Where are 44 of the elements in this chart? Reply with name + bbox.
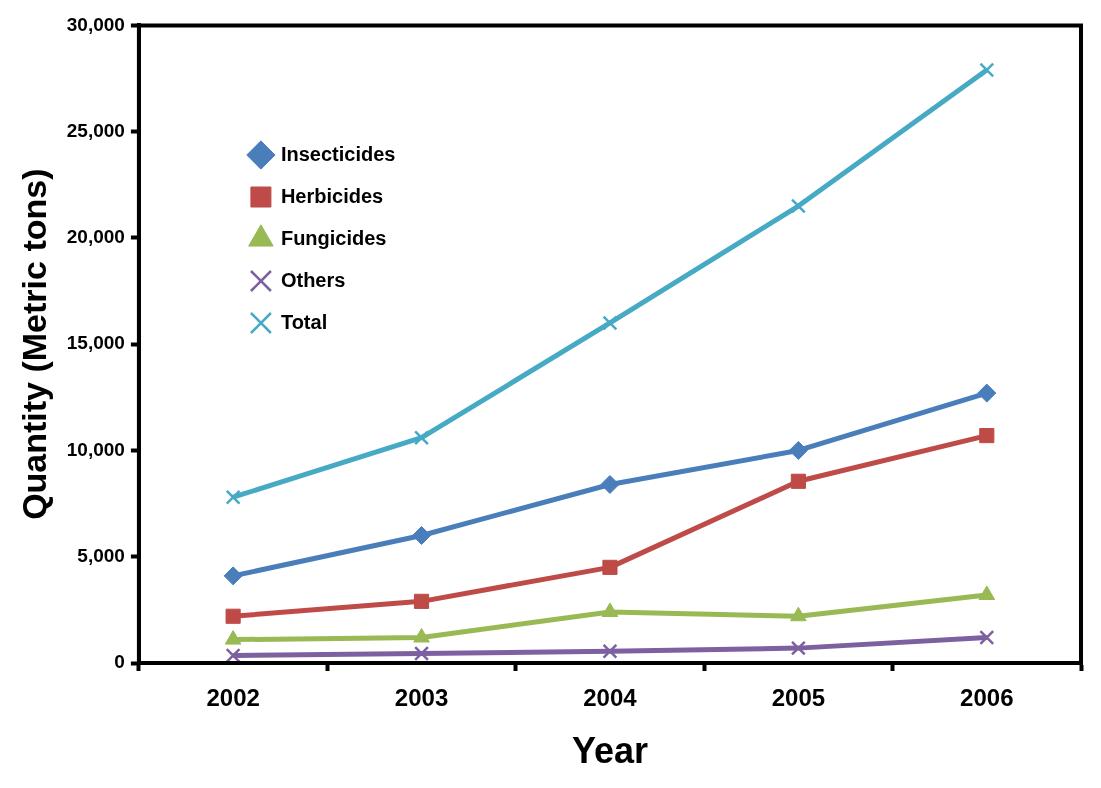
- point: [600, 474, 620, 494]
- y-tick-label: 0: [114, 651, 125, 673]
- y-tick-label: 5,000: [77, 544, 125, 566]
- point: [790, 473, 806, 489]
- point: [412, 525, 432, 545]
- x-tick-label: 2003: [394, 684, 449, 712]
- y-tick-label: 25,000: [66, 119, 125, 141]
- y-tick-label: 15,000: [66, 332, 125, 354]
- point: [788, 440, 808, 460]
- point: [225, 489, 241, 505]
- y-tick-label: 30,000: [66, 13, 125, 35]
- point: [225, 647, 241, 663]
- point: [413, 628, 430, 643]
- point: [602, 315, 618, 331]
- point: [224, 630, 242, 645]
- point: [790, 198, 806, 214]
- x-tick-label: 2002: [206, 684, 260, 712]
- point: [602, 559, 618, 575]
- point: [790, 640, 806, 656]
- legend-label: Total: [280, 310, 328, 333]
- point: [977, 383, 997, 403]
- legend-label: Insecticides: [280, 142, 396, 165]
- x-tick-label: 2006: [960, 684, 1014, 712]
- x-tick-label: 2005: [771, 684, 826, 712]
- point: [225, 608, 241, 624]
- legend-label: Herbicides: [280, 184, 384, 207]
- point: [790, 606, 807, 622]
- point: [601, 602, 619, 617]
- x-tick-label: 2004: [583, 684, 638, 712]
- point: [223, 566, 243, 586]
- x-axis-title: Year: [571, 730, 648, 772]
- point: [979, 428, 995, 444]
- point: [413, 645, 430, 662]
- point: [978, 585, 996, 600]
- point: [979, 62, 995, 78]
- y-tick-label: 20,000: [66, 226, 125, 248]
- point: [413, 593, 430, 609]
- point: [602, 643, 618, 659]
- legend-label: Others: [280, 268, 346, 291]
- point: [979, 629, 995, 646]
- y-axis-title: Quantity (Metric tons): [14, 168, 53, 520]
- legend-label: Fungicides: [280, 226, 387, 249]
- point: [413, 430, 430, 446]
- y-tick-label: 10,000: [66, 438, 125, 460]
